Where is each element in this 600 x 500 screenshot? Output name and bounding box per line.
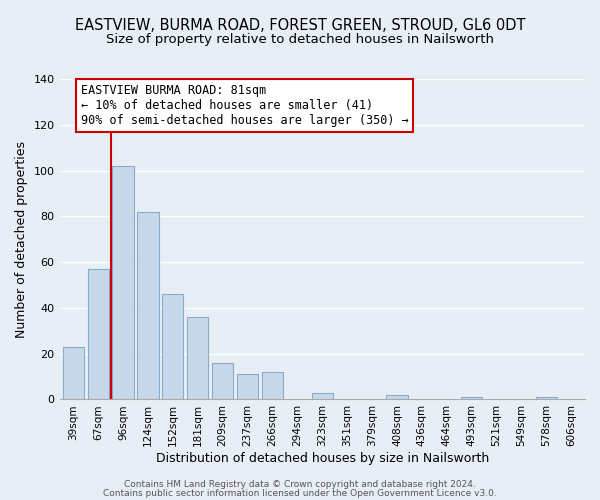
Bar [386, 395, 407, 400]
Text: Contains public sector information licensed under the Open Government Licence v3: Contains public sector information licen… [103, 488, 497, 498]
Bar [187, 317, 208, 400]
Bar [137, 212, 158, 400]
Bar [461, 397, 482, 400]
Y-axis label: Number of detached properties: Number of detached properties [15, 140, 28, 338]
Bar [162, 294, 184, 400]
Bar [212, 363, 233, 400]
Bar [62, 347, 84, 400]
Text: EASTVIEW, BURMA ROAD, FOREST GREEN, STROUD, GL6 0DT: EASTVIEW, BURMA ROAD, FOREST GREEN, STRO… [75, 18, 525, 32]
Text: Size of property relative to detached houses in Nailsworth: Size of property relative to detached ho… [106, 32, 494, 46]
Bar [112, 166, 134, 400]
Text: EASTVIEW BURMA ROAD: 81sqm
← 10% of detached houses are smaller (41)
90% of semi: EASTVIEW BURMA ROAD: 81sqm ← 10% of deta… [80, 84, 409, 127]
Bar [536, 397, 557, 400]
X-axis label: Distribution of detached houses by size in Nailsworth: Distribution of detached houses by size … [155, 452, 489, 465]
Bar [262, 372, 283, 400]
Text: Contains HM Land Registry data © Crown copyright and database right 2024.: Contains HM Land Registry data © Crown c… [124, 480, 476, 489]
Bar [88, 269, 109, 400]
Bar [311, 392, 333, 400]
Bar [237, 374, 258, 400]
